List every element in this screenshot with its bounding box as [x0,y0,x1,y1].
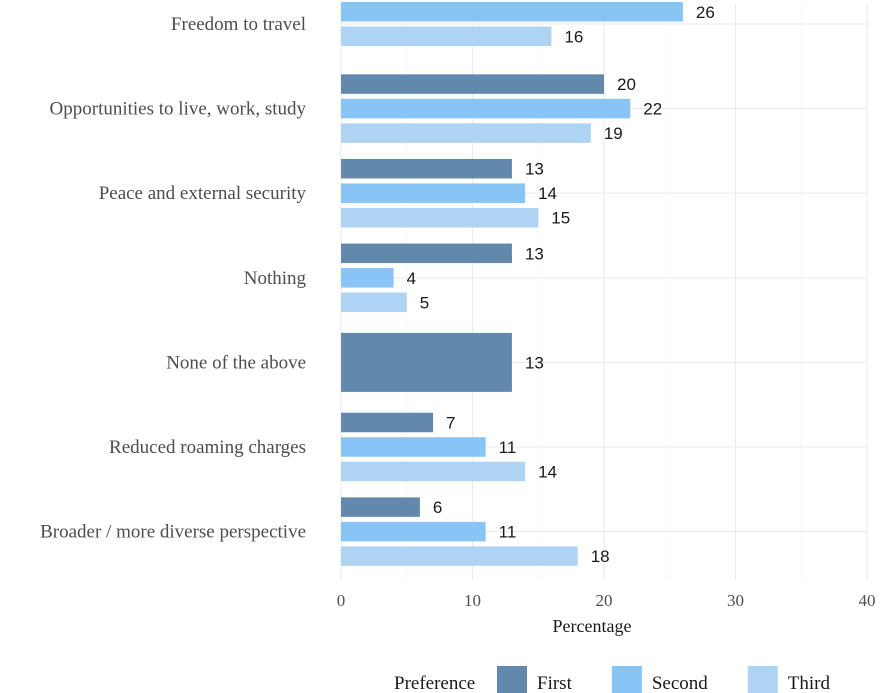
legend-title: Preference [394,673,475,693]
legend-swatch-third [747,666,778,693]
bar-third [341,26,552,46]
x-tick-label: 40 [859,591,876,610]
category-label: Broader / more diverse perspective [40,522,306,543]
bar-value-label: 13 [525,244,544,263]
x-tick-label: 20 [596,591,613,610]
x-tick-label: 30 [727,591,744,610]
bar-value-label: 5 [420,293,429,312]
bar-third [341,207,539,228]
bar-value-label: 4 [407,269,416,288]
bar-value-label: 20 [617,75,636,94]
x-tick-label: 10 [464,591,481,610]
bar-second [341,268,394,288]
legend: Preference First Second Third [394,666,831,693]
bar-third [341,123,591,143]
bar-value-label: 13 [525,353,544,372]
legend-swatch-first [497,666,527,693]
bar-first [341,332,512,392]
category-label: None of the above [166,352,306,373]
bar-value-label: 7 [446,414,455,433]
x-axis-ticks: 0 10 20 30 40 [337,591,876,610]
bar-first [341,412,434,433]
bar-second [341,183,526,203]
bar-third [341,546,578,566]
legend-label-first: First [537,673,573,693]
bar-first [341,497,420,517]
bar-value-label: 13 [525,160,544,179]
value-labels: 26 16 20 22 19 13 14 15 13 45 13 7 11 14 6 11 18 [407,3,715,566]
legend-label-second: Second [652,673,708,693]
bar-value-label: 14 [538,463,557,482]
bar-third [341,292,407,313]
bar-second [341,98,631,119]
bar-value-label: 14 [538,184,557,203]
bar-value-label: 19 [604,124,623,143]
category-label: Opportunities to live, work, study [50,99,307,120]
bar-third [341,461,526,482]
category-label: Nothing [244,268,307,289]
bar-second [341,437,486,457]
bar-first [341,74,604,94]
legend-label-third: Third [788,673,831,693]
bar-second [341,521,486,542]
bar-value-label: 11 [499,438,517,457]
bar-value-label: 18 [591,547,610,566]
bar-value-label: 26 [696,3,715,22]
bar-value-label: 11 [499,523,517,542]
bar-value-label: 6 [433,498,442,517]
bar-first [341,243,512,264]
category-label: Freedom to travel [171,14,306,35]
bar-value-label: 16 [564,27,583,46]
legend-swatch-second [611,666,642,693]
bars [341,2,683,566]
bar-second [341,2,683,22]
bar-value-label: 15 [551,209,570,228]
category-label: Peace and external security [99,183,307,204]
bar-value-label: 22 [643,100,662,119]
category-label: Reduced roaming charges [109,437,306,458]
category-labels: Freedom to travel Opportunities to live, … [40,14,306,543]
bar-first [341,158,512,179]
x-tick-label: 0 [337,591,346,610]
x-axis-title: Percentage [553,616,632,636]
